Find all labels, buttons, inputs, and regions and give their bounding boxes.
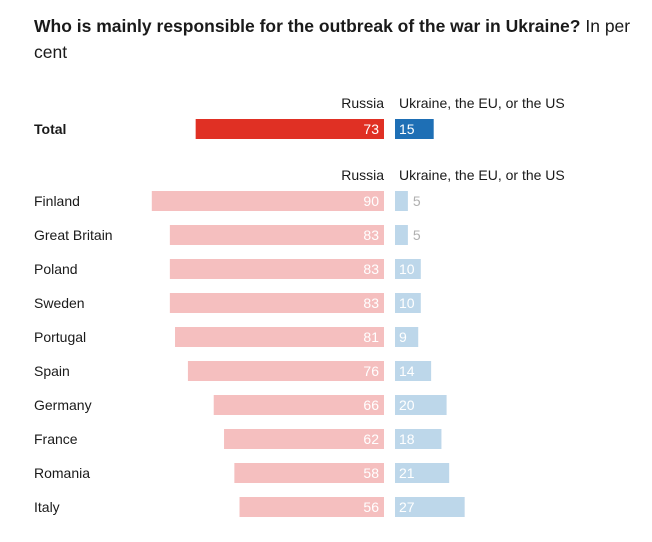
row-label-spain: Spain — [34, 363, 70, 379]
row-label-great-britain: Great Britain — [34, 227, 113, 243]
value-russia-portugal: 81 — [363, 329, 379, 345]
bar-russia-romania — [234, 463, 384, 483]
value-west-italy: 27 — [399, 499, 415, 515]
value-russia-great-britain: 83 — [363, 227, 379, 243]
bar-russia-sweden — [169, 293, 384, 313]
value-russia-sweden: 83 — [363, 295, 379, 311]
row-label-finland: Finland — [34, 193, 80, 209]
chart-title-main: Who is mainly responsible for the outbre… — [34, 16, 581, 36]
row-label-romania: Romania — [34, 465, 90, 481]
bar-russia-finland — [151, 191, 384, 211]
value-russia-germany: 66 — [363, 397, 379, 413]
value-russia-france: 62 — [363, 431, 379, 447]
value-west-romania: 21 — [399, 465, 415, 481]
bar-west-finland — [395, 191, 408, 211]
bar-west-romania — [395, 463, 450, 483]
value-russia-poland: 83 — [363, 261, 379, 277]
chart-title: Who is mainly responsible for the outbre… — [34, 13, 634, 65]
value-west-spain: 14 — [399, 363, 415, 379]
value-west-france: 18 — [399, 431, 415, 447]
row-label-sweden: Sweden — [34, 295, 85, 311]
header-west-2: Ukraine, the EU, or the US — [399, 167, 565, 183]
row-label-italy: Italy — [34, 499, 60, 515]
value-russia-italy: 56 — [363, 499, 379, 515]
header-west-1: Ukraine, the EU, or the US — [399, 95, 565, 111]
value-russia-total: 73 — [363, 121, 379, 137]
header-russia-1: Russia — [341, 95, 384, 111]
bar-west-italy — [395, 497, 465, 517]
row-label-total: Total — [34, 121, 66, 137]
bar-russia-italy — [239, 497, 384, 517]
value-russia-spain: 76 — [363, 363, 379, 379]
bar-russia-portugal — [175, 327, 384, 347]
bar-west-france — [395, 429, 442, 449]
value-west-great-britain: 5 — [413, 227, 421, 243]
bar-west-spain — [395, 361, 432, 381]
bar-russia-poland — [169, 259, 384, 279]
value-west-sweden: 10 — [399, 295, 415, 311]
bar-russia-germany — [213, 395, 384, 415]
value-west-total: 15 — [399, 121, 415, 137]
bar-west-sweden — [395, 293, 421, 313]
row-label-poland: Poland — [34, 261, 78, 277]
bar-russia-france — [224, 429, 384, 449]
value-west-finland: 5 — [413, 193, 421, 209]
row-label-germany: Germany — [34, 397, 92, 413]
value-west-portugal: 9 — [399, 329, 407, 345]
value-west-poland: 10 — [399, 261, 415, 277]
bar-west-portugal — [395, 327, 419, 347]
value-russia-finland: 90 — [363, 193, 379, 209]
bar-russia-total — [195, 119, 384, 139]
bar-russia-great-britain — [169, 225, 384, 245]
row-label-france: France — [34, 431, 78, 447]
bar-west-total — [395, 119, 434, 139]
bar-west-poland — [395, 259, 421, 279]
value-russia-romania: 58 — [363, 465, 379, 481]
row-label-portugal: Portugal — [34, 329, 86, 345]
value-west-germany: 20 — [399, 397, 415, 413]
bar-west-germany — [395, 395, 447, 415]
bar-west-great-britain — [395, 225, 408, 245]
header-russia-2: Russia — [341, 167, 384, 183]
chart-title-unit: In per cent — [34, 16, 631, 62]
bar-russia-spain — [187, 361, 384, 381]
